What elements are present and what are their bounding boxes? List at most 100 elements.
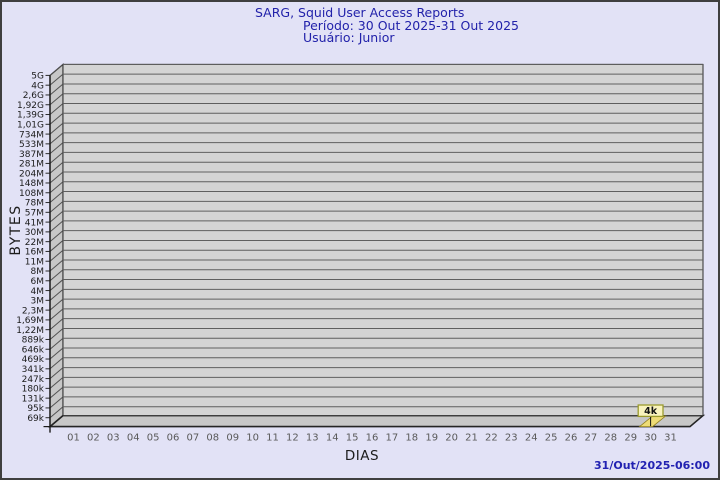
x-tick-label: 10	[246, 433, 259, 444]
wall-diagonal	[49, 279, 64, 291]
chart-title: SARG, Squid User Access Reports	[255, 5, 465, 20]
wall-diagonal	[49, 171, 64, 184]
y-tick-label: 57M	[25, 209, 44, 219]
x-tick-label: 17	[386, 433, 399, 444]
y-tick-label: 204M	[19, 169, 44, 179]
x-tick-label: 27	[585, 433, 598, 444]
x-tick-label: 22	[485, 433, 498, 444]
y-tick-label: 148M	[19, 179, 44, 189]
y-axis-title: BYTES	[8, 204, 24, 256]
wall-diagonal	[49, 337, 64, 350]
y-tick-label: 95k	[27, 404, 44, 414]
wall-diagonal	[49, 288, 64, 301]
y-tick-label: 16M	[25, 248, 44, 258]
chart-floor	[47, 414, 706, 428]
x-tick-label: 11	[266, 433, 279, 444]
y-tick-label: 4M	[31, 287, 45, 297]
y-tick-label: 1,22M	[16, 326, 44, 336]
y-tick-label: 469k	[22, 355, 45, 365]
x-tick-label: 19	[425, 433, 438, 444]
wall-diagonal	[49, 347, 64, 360]
y-tick-label: 8M	[31, 267, 45, 277]
wall-diagonal	[49, 181, 64, 194]
wall-diagonal	[49, 396, 64, 409]
wall-diagonal	[49, 64, 64, 76]
x-tick-label: 13	[306, 433, 319, 444]
x-tick-label: 18	[405, 433, 418, 444]
y-tick-label: 78M	[25, 199, 44, 209]
chart-period: Período: 30 Out 2025-31 Out 2025	[303, 17, 519, 33]
x-tick-label: 05	[147, 433, 160, 444]
x-tick-label: 01	[67, 433, 80, 444]
y-tick-label: 22M	[25, 238, 44, 248]
y-tick-label: 6M	[31, 277, 45, 287]
wall-diagonal	[49, 298, 64, 311]
x-tick-label: 23	[505, 433, 518, 444]
x-tick-label: 25	[545, 433, 558, 444]
x-tick-label: 07	[187, 433, 200, 444]
x-tick-label: 30	[644, 433, 657, 444]
wall-diagonal	[49, 220, 64, 233]
wall-diagonal	[49, 93, 64, 106]
wall-diagonal	[49, 240, 64, 252]
x-tick-label: 06	[167, 433, 180, 444]
wall-diagonal	[49, 122, 64, 135]
wall-diagonal	[49, 308, 64, 321]
chart-user: Usuário: Junior	[303, 30, 395, 45]
x-tick-label: 26	[565, 433, 578, 444]
x-tick-label: 04	[127, 433, 140, 444]
y-tick-label: 341k	[22, 365, 45, 375]
wall-diagonal	[49, 112, 64, 125]
x-axis-title: DIAS	[344, 448, 380, 464]
wall-diagonal	[49, 210, 64, 223]
x-tick-label: 16	[366, 433, 379, 444]
y-tick-label: 180k	[22, 385, 45, 395]
wall-diagonal	[49, 200, 64, 213]
y-tick-label: 281M	[19, 160, 44, 170]
x-tick-label: 24	[525, 433, 538, 444]
y-tick-label: 131k	[22, 394, 45, 404]
x-tick-label: 02	[87, 433, 100, 444]
wall-diagonal	[49, 406, 64, 419]
y-tick-label: 1,01G	[17, 121, 44, 131]
wall-diagonal	[49, 161, 64, 174]
wall-diagonal	[49, 83, 64, 96]
y-tick-label: 30M	[25, 228, 44, 238]
generated-timestamp: 31/Out/2025-06:00	[594, 459, 710, 472]
y-tick-label: 1,92G	[17, 101, 44, 111]
wall-diagonal	[49, 230, 64, 243]
y-tick-label: 734M	[19, 130, 44, 140]
wall-diagonal	[49, 367, 64, 379]
y-tick-label: 2,6G	[23, 91, 44, 101]
wall-diagonal	[49, 249, 64, 262]
y-tick-label: 247k	[22, 375, 45, 385]
y-tick-label: 4G	[31, 81, 44, 91]
y-tick-label: 387M	[19, 150, 44, 160]
data-bar-day30	[638, 415, 667, 428]
y-tick-label: 108M	[19, 189, 44, 199]
x-tick-label: 14	[326, 433, 339, 444]
y-tick-label: 41M	[25, 218, 44, 228]
wall-diagonal	[49, 269, 64, 282]
wall-diagonal	[49, 73, 64, 86]
annotation-box	[637, 404, 664, 418]
y-tick-label: 646k	[22, 345, 45, 355]
wall-diagonal	[49, 376, 64, 389]
wall-diagonal	[49, 103, 64, 115]
x-tick-label: 29	[624, 433, 637, 444]
y-tick-label: 1,69M	[16, 316, 44, 326]
annotation-label: 4k	[644, 406, 658, 417]
y-tick-label: 69k	[27, 414, 44, 424]
y-tick-label: 11M	[25, 257, 44, 267]
y-tick-label: 889k	[22, 336, 45, 346]
wall-diagonal	[49, 357, 64, 370]
wall-diagonal	[49, 328, 64, 340]
wall-diagonal	[49, 142, 64, 155]
wall-diagonal	[49, 191, 64, 203]
x-tick-label: 03	[107, 433, 120, 444]
x-tick-label: 09	[226, 433, 239, 444]
x-tick-label: 15	[346, 433, 359, 444]
x-tick-label: 28	[604, 433, 617, 444]
